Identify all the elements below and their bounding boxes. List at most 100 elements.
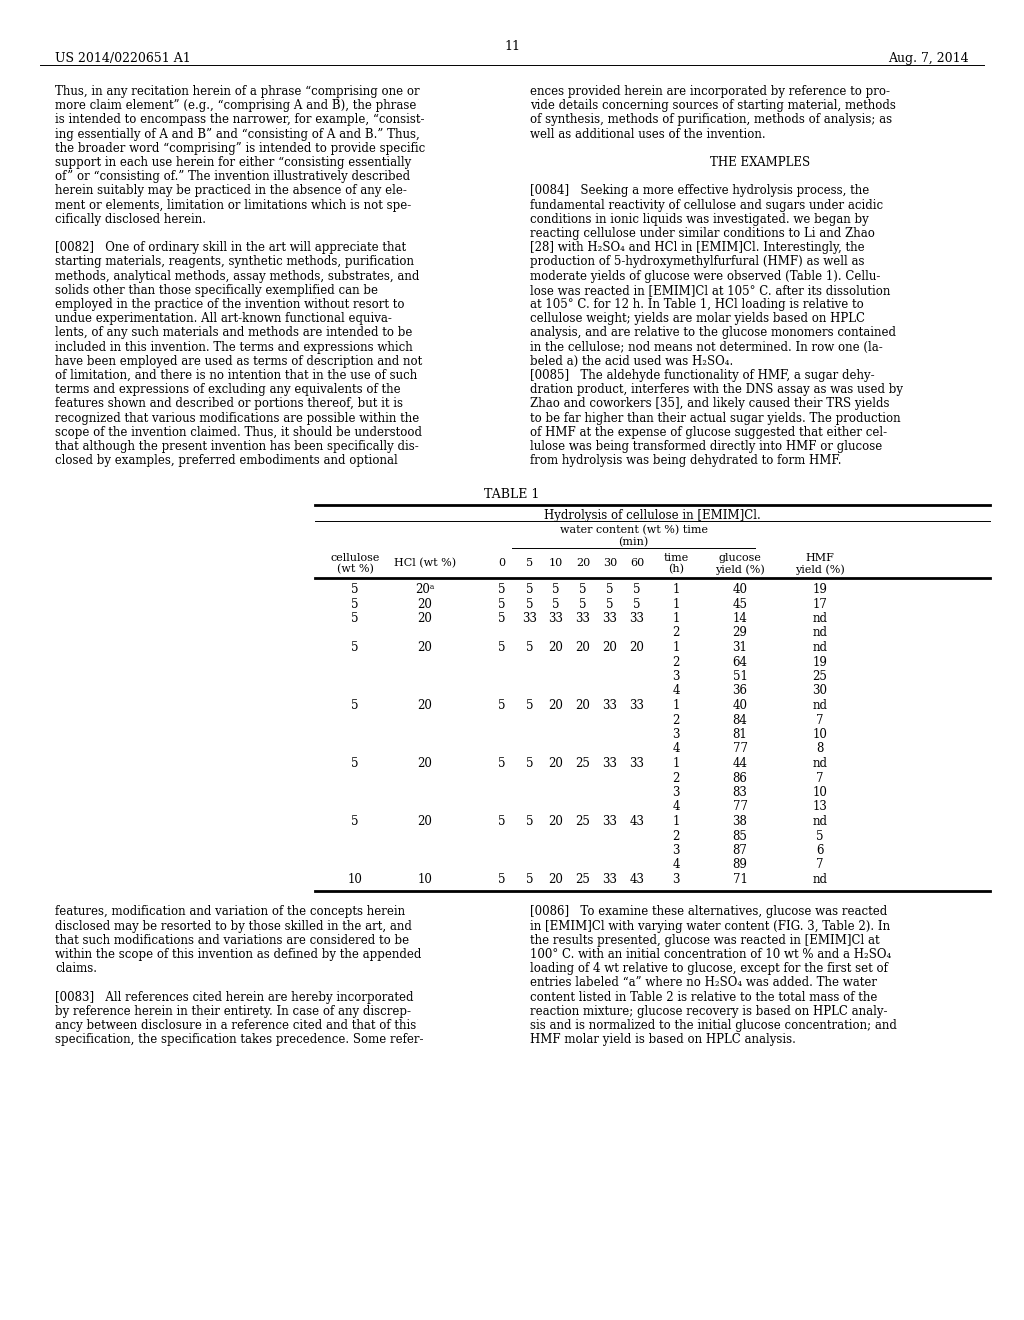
Text: 1: 1 xyxy=(673,642,680,653)
Text: vide details concerning sources of starting material, methods: vide details concerning sources of start… xyxy=(530,99,896,112)
Text: moderate yields of glucose were observed (Table 1). Cellu-: moderate yields of glucose were observed… xyxy=(530,269,881,282)
Text: [0082]   One of ordinary skill in the art will appreciate that: [0082] One of ordinary skill in the art … xyxy=(55,242,407,255)
Text: 20: 20 xyxy=(549,700,563,711)
Text: specification, the specification takes precedence. Some refer-: specification, the specification takes p… xyxy=(55,1034,424,1047)
Text: within the scope of this invention as defined by the appended: within the scope of this invention as de… xyxy=(55,948,421,961)
Text: 45: 45 xyxy=(732,598,748,610)
Text: from hydrolysis was being dehydrated to form HMF.: from hydrolysis was being dehydrated to … xyxy=(530,454,842,467)
Text: of synthesis, methods of purification, methods of analysis; as: of synthesis, methods of purification, m… xyxy=(530,114,892,127)
Text: 20: 20 xyxy=(630,642,644,653)
Text: 2: 2 xyxy=(673,627,680,639)
Text: 40: 40 xyxy=(732,583,748,597)
Text: 43: 43 xyxy=(630,873,644,886)
Text: Zhao and coworkers [35], and likely caused their TRS yields: Zhao and coworkers [35], and likely caus… xyxy=(530,397,890,411)
Text: 77: 77 xyxy=(732,742,748,755)
Text: recognized that various modifications are possible within the: recognized that various modifications ar… xyxy=(55,412,419,425)
Text: 5: 5 xyxy=(499,873,506,886)
Text: 20: 20 xyxy=(418,642,432,653)
Text: 29: 29 xyxy=(732,627,748,639)
Text: 5: 5 xyxy=(351,700,358,711)
Text: 17: 17 xyxy=(813,598,827,610)
Text: ment or elements, limitation or limitations which is not spe-: ment or elements, limitation or limitati… xyxy=(55,198,412,211)
Text: 2: 2 xyxy=(673,656,680,668)
Text: 7: 7 xyxy=(816,714,823,726)
Text: 33: 33 xyxy=(602,873,617,886)
Text: that although the present invention has been specifically dis-: that although the present invention has … xyxy=(55,440,419,453)
Text: 3: 3 xyxy=(672,729,680,741)
Text: 5: 5 xyxy=(499,700,506,711)
Text: 5: 5 xyxy=(351,642,358,653)
Text: 20: 20 xyxy=(418,700,432,711)
Text: 20ᵃ: 20ᵃ xyxy=(416,583,434,597)
Text: 5: 5 xyxy=(526,756,534,770)
Text: 33: 33 xyxy=(602,612,617,624)
Text: 25: 25 xyxy=(575,756,591,770)
Text: 20: 20 xyxy=(418,814,432,828)
Text: 20: 20 xyxy=(575,700,591,711)
Text: 4: 4 xyxy=(672,742,680,755)
Text: 5: 5 xyxy=(606,583,613,597)
Text: dration product, interferes with the DNS assay as was used by: dration product, interferes with the DNS… xyxy=(530,383,903,396)
Text: nd: nd xyxy=(812,642,827,653)
Text: yield (%): yield (%) xyxy=(795,564,845,574)
Text: 87: 87 xyxy=(732,843,748,857)
Text: 5: 5 xyxy=(499,583,506,597)
Text: 7: 7 xyxy=(816,771,823,784)
Text: [0085]   The aldehyde functionality of HMF, a sugar dehy-: [0085] The aldehyde functionality of HMF… xyxy=(530,370,874,381)
Text: entries labeled “a” where no H₂SO₄ was added. The water: entries labeled “a” where no H₂SO₄ was a… xyxy=(530,977,877,990)
Text: 5: 5 xyxy=(499,612,506,624)
Text: 33: 33 xyxy=(602,756,617,770)
Text: of HMF at the expense of glucose suggested that either cel-: of HMF at the expense of glucose suggest… xyxy=(530,426,887,438)
Text: 5: 5 xyxy=(552,583,560,597)
Text: 19: 19 xyxy=(813,656,827,668)
Text: 5: 5 xyxy=(499,642,506,653)
Text: fundamental reactivity of cellulose and sugars under acidic: fundamental reactivity of cellulose and … xyxy=(530,198,883,211)
Text: 77: 77 xyxy=(732,800,748,813)
Text: nd: nd xyxy=(812,612,827,624)
Text: 0: 0 xyxy=(499,558,506,568)
Text: lulose was being transformed directly into HMF or glucose: lulose was being transformed directly in… xyxy=(530,440,883,453)
Text: ing essentially of A and B” and “consisting of A and B.” Thus,: ing essentially of A and B” and “consist… xyxy=(55,128,420,141)
Text: 81: 81 xyxy=(732,729,748,741)
Text: that such modifications and variations are considered to be: that such modifications and variations a… xyxy=(55,935,410,946)
Text: 51: 51 xyxy=(732,671,748,682)
Text: 84: 84 xyxy=(732,714,748,726)
Text: Thus, in any recitation herein of a phrase “comprising one or: Thus, in any recitation herein of a phra… xyxy=(55,84,420,98)
Text: is intended to encompass the narrower, for example, “consist-: is intended to encompass the narrower, f… xyxy=(55,114,425,127)
Text: 85: 85 xyxy=(732,829,748,842)
Text: 5: 5 xyxy=(526,814,534,828)
Text: 33: 33 xyxy=(602,700,617,711)
Text: employed in the practice of the invention without resort to: employed in the practice of the inventio… xyxy=(55,298,404,312)
Text: 33: 33 xyxy=(630,756,644,770)
Text: 30: 30 xyxy=(603,558,617,568)
Text: reacting cellulose under similar conditions to Li and Zhao: reacting cellulose under similar conditi… xyxy=(530,227,874,240)
Text: 71: 71 xyxy=(732,873,748,886)
Text: 25: 25 xyxy=(813,671,827,682)
Text: 4: 4 xyxy=(672,800,680,813)
Text: 1: 1 xyxy=(673,814,680,828)
Text: [28] with H₂SO₄ and HCl in [EMIM]Cl. Interestingly, the: [28] with H₂SO₄ and HCl in [EMIM]Cl. Int… xyxy=(530,242,864,255)
Text: 30: 30 xyxy=(812,685,827,697)
Text: 5: 5 xyxy=(816,829,823,842)
Text: 83: 83 xyxy=(732,785,748,799)
Text: 5: 5 xyxy=(526,873,534,886)
Text: the broader word “comprising” is intended to provide specific: the broader word “comprising” is intende… xyxy=(55,141,425,154)
Text: 5: 5 xyxy=(633,583,641,597)
Text: 1: 1 xyxy=(673,700,680,711)
Text: time: time xyxy=(664,553,688,564)
Text: methods, analytical methods, assay methods, substrates, and: methods, analytical methods, assay metho… xyxy=(55,269,420,282)
Text: (h): (h) xyxy=(668,564,684,574)
Text: 33: 33 xyxy=(602,814,617,828)
Text: beled a) the acid used was H₂SO₄.: beled a) the acid used was H₂SO₄. xyxy=(530,355,733,368)
Text: 25: 25 xyxy=(575,814,591,828)
Text: 100° C. with an initial concentration of 10 wt % and a H₂SO₄: 100° C. with an initial concentration of… xyxy=(530,948,891,961)
Text: 33: 33 xyxy=(575,612,591,624)
Text: undue experimentation. All art-known functional equiva-: undue experimentation. All art-known fun… xyxy=(55,313,392,325)
Text: glucose: glucose xyxy=(719,553,762,564)
Text: 5: 5 xyxy=(580,598,587,610)
Text: cellulose weight; yields are molar yields based on HPLC: cellulose weight; yields are molar yield… xyxy=(530,313,865,325)
Text: terms and expressions of excluding any equivalents of the: terms and expressions of excluding any e… xyxy=(55,383,400,396)
Text: 89: 89 xyxy=(732,858,748,871)
Text: 5: 5 xyxy=(526,700,534,711)
Text: 4: 4 xyxy=(672,685,680,697)
